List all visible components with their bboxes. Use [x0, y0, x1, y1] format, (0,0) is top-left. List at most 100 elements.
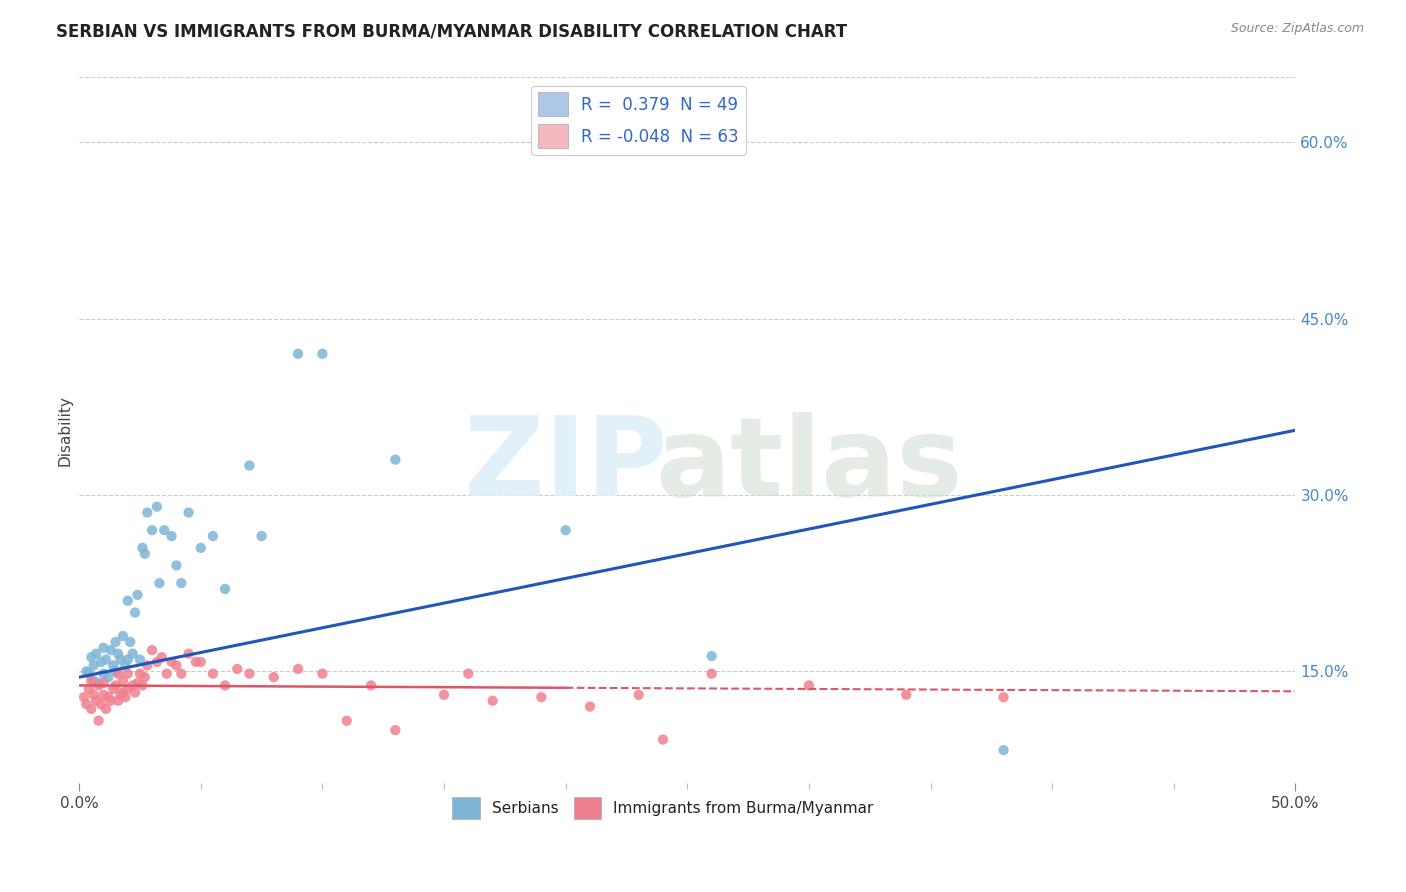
Y-axis label: Disability: Disability [58, 395, 72, 466]
Point [101, 681, 124, 696]
Point [80, 650, 103, 665]
Point [107, 666, 129, 681]
Point [83, 673, 105, 688]
Point [360, 678, 382, 692]
Point [165, 658, 187, 673]
Point [165, 558, 187, 573]
Point [993, 690, 1015, 705]
Point [652, 732, 675, 747]
Point [84, 647, 107, 661]
Text: Source: ZipAtlas.com: Source: ZipAtlas.com [1230, 22, 1364, 36]
Point [250, 529, 273, 543]
Point [170, 666, 193, 681]
Point [111, 685, 134, 699]
Point [129, 652, 152, 666]
Point [73, 690, 96, 705]
Point [184, 655, 207, 669]
Point [160, 529, 183, 543]
Point [457, 666, 479, 681]
Point [131, 541, 153, 555]
Point [146, 655, 169, 669]
Point [627, 688, 650, 702]
Point [84, 694, 107, 708]
Point [87, 676, 110, 690]
Point [160, 655, 183, 669]
Point [93, 666, 115, 681]
Point [153, 523, 176, 537]
Point [993, 743, 1015, 757]
Point [287, 662, 309, 676]
Point [117, 593, 139, 607]
Point [127, 588, 149, 602]
Point [336, 714, 359, 728]
Point [110, 688, 132, 702]
Point [93, 640, 115, 655]
Point [141, 523, 163, 537]
Point [384, 452, 406, 467]
Point [93, 676, 115, 690]
Point [141, 643, 163, 657]
Point [77, 666, 100, 681]
Point [90, 698, 112, 712]
Point [150, 650, 173, 665]
Point [83, 688, 105, 702]
Point [101, 658, 124, 673]
Point [100, 643, 122, 657]
Point [201, 666, 224, 681]
Point [433, 688, 456, 702]
Point [97, 670, 120, 684]
Point [100, 694, 122, 708]
Point [87, 714, 110, 728]
Point [311, 666, 333, 681]
Point [97, 690, 120, 705]
Point [117, 666, 139, 681]
Point [134, 670, 156, 684]
Point [238, 458, 260, 473]
Point [114, 658, 136, 673]
Point [107, 647, 129, 661]
Point [111, 673, 134, 688]
Point [80, 702, 103, 716]
Text: SERBIAN VS IMMIGRANTS FROM BURMA/MYANMAR DISABILITY CORRELATION CHART: SERBIAN VS IMMIGRANTS FROM BURMA/MYANMAR… [56, 22, 848, 40]
Point [129, 666, 152, 681]
Legend: Serbians, Immigrants from Burma/Myanmar: Serbians, Immigrants from Burma/Myanmar [446, 791, 880, 825]
Point [80, 673, 103, 688]
Point [117, 681, 139, 696]
Point [77, 681, 100, 696]
Point [177, 506, 200, 520]
Text: ZIP: ZIP [464, 412, 668, 519]
Point [170, 576, 193, 591]
Text: atlas: atlas [655, 412, 963, 519]
Point [110, 652, 132, 666]
Point [121, 647, 143, 661]
Point [530, 690, 553, 705]
Point [93, 688, 115, 702]
Point [104, 678, 127, 692]
Point [94, 652, 117, 666]
Point [107, 694, 129, 708]
Point [104, 635, 127, 649]
Point [481, 694, 503, 708]
Point [263, 670, 285, 684]
Point [384, 723, 406, 738]
Point [136, 658, 159, 673]
Point [311, 347, 333, 361]
Point [190, 541, 212, 555]
Point [136, 506, 159, 520]
Point [83, 658, 105, 673]
Point [120, 635, 142, 649]
Point [127, 676, 149, 690]
Point [124, 685, 146, 699]
Point [146, 500, 169, 514]
Point [797, 678, 820, 692]
Point [117, 652, 139, 666]
Point [579, 699, 602, 714]
Point [214, 582, 236, 596]
Point [134, 547, 156, 561]
Point [114, 690, 136, 705]
Point [287, 347, 309, 361]
Point [104, 665, 127, 679]
Point [226, 662, 249, 676]
Point [238, 666, 260, 681]
Point [87, 678, 110, 692]
